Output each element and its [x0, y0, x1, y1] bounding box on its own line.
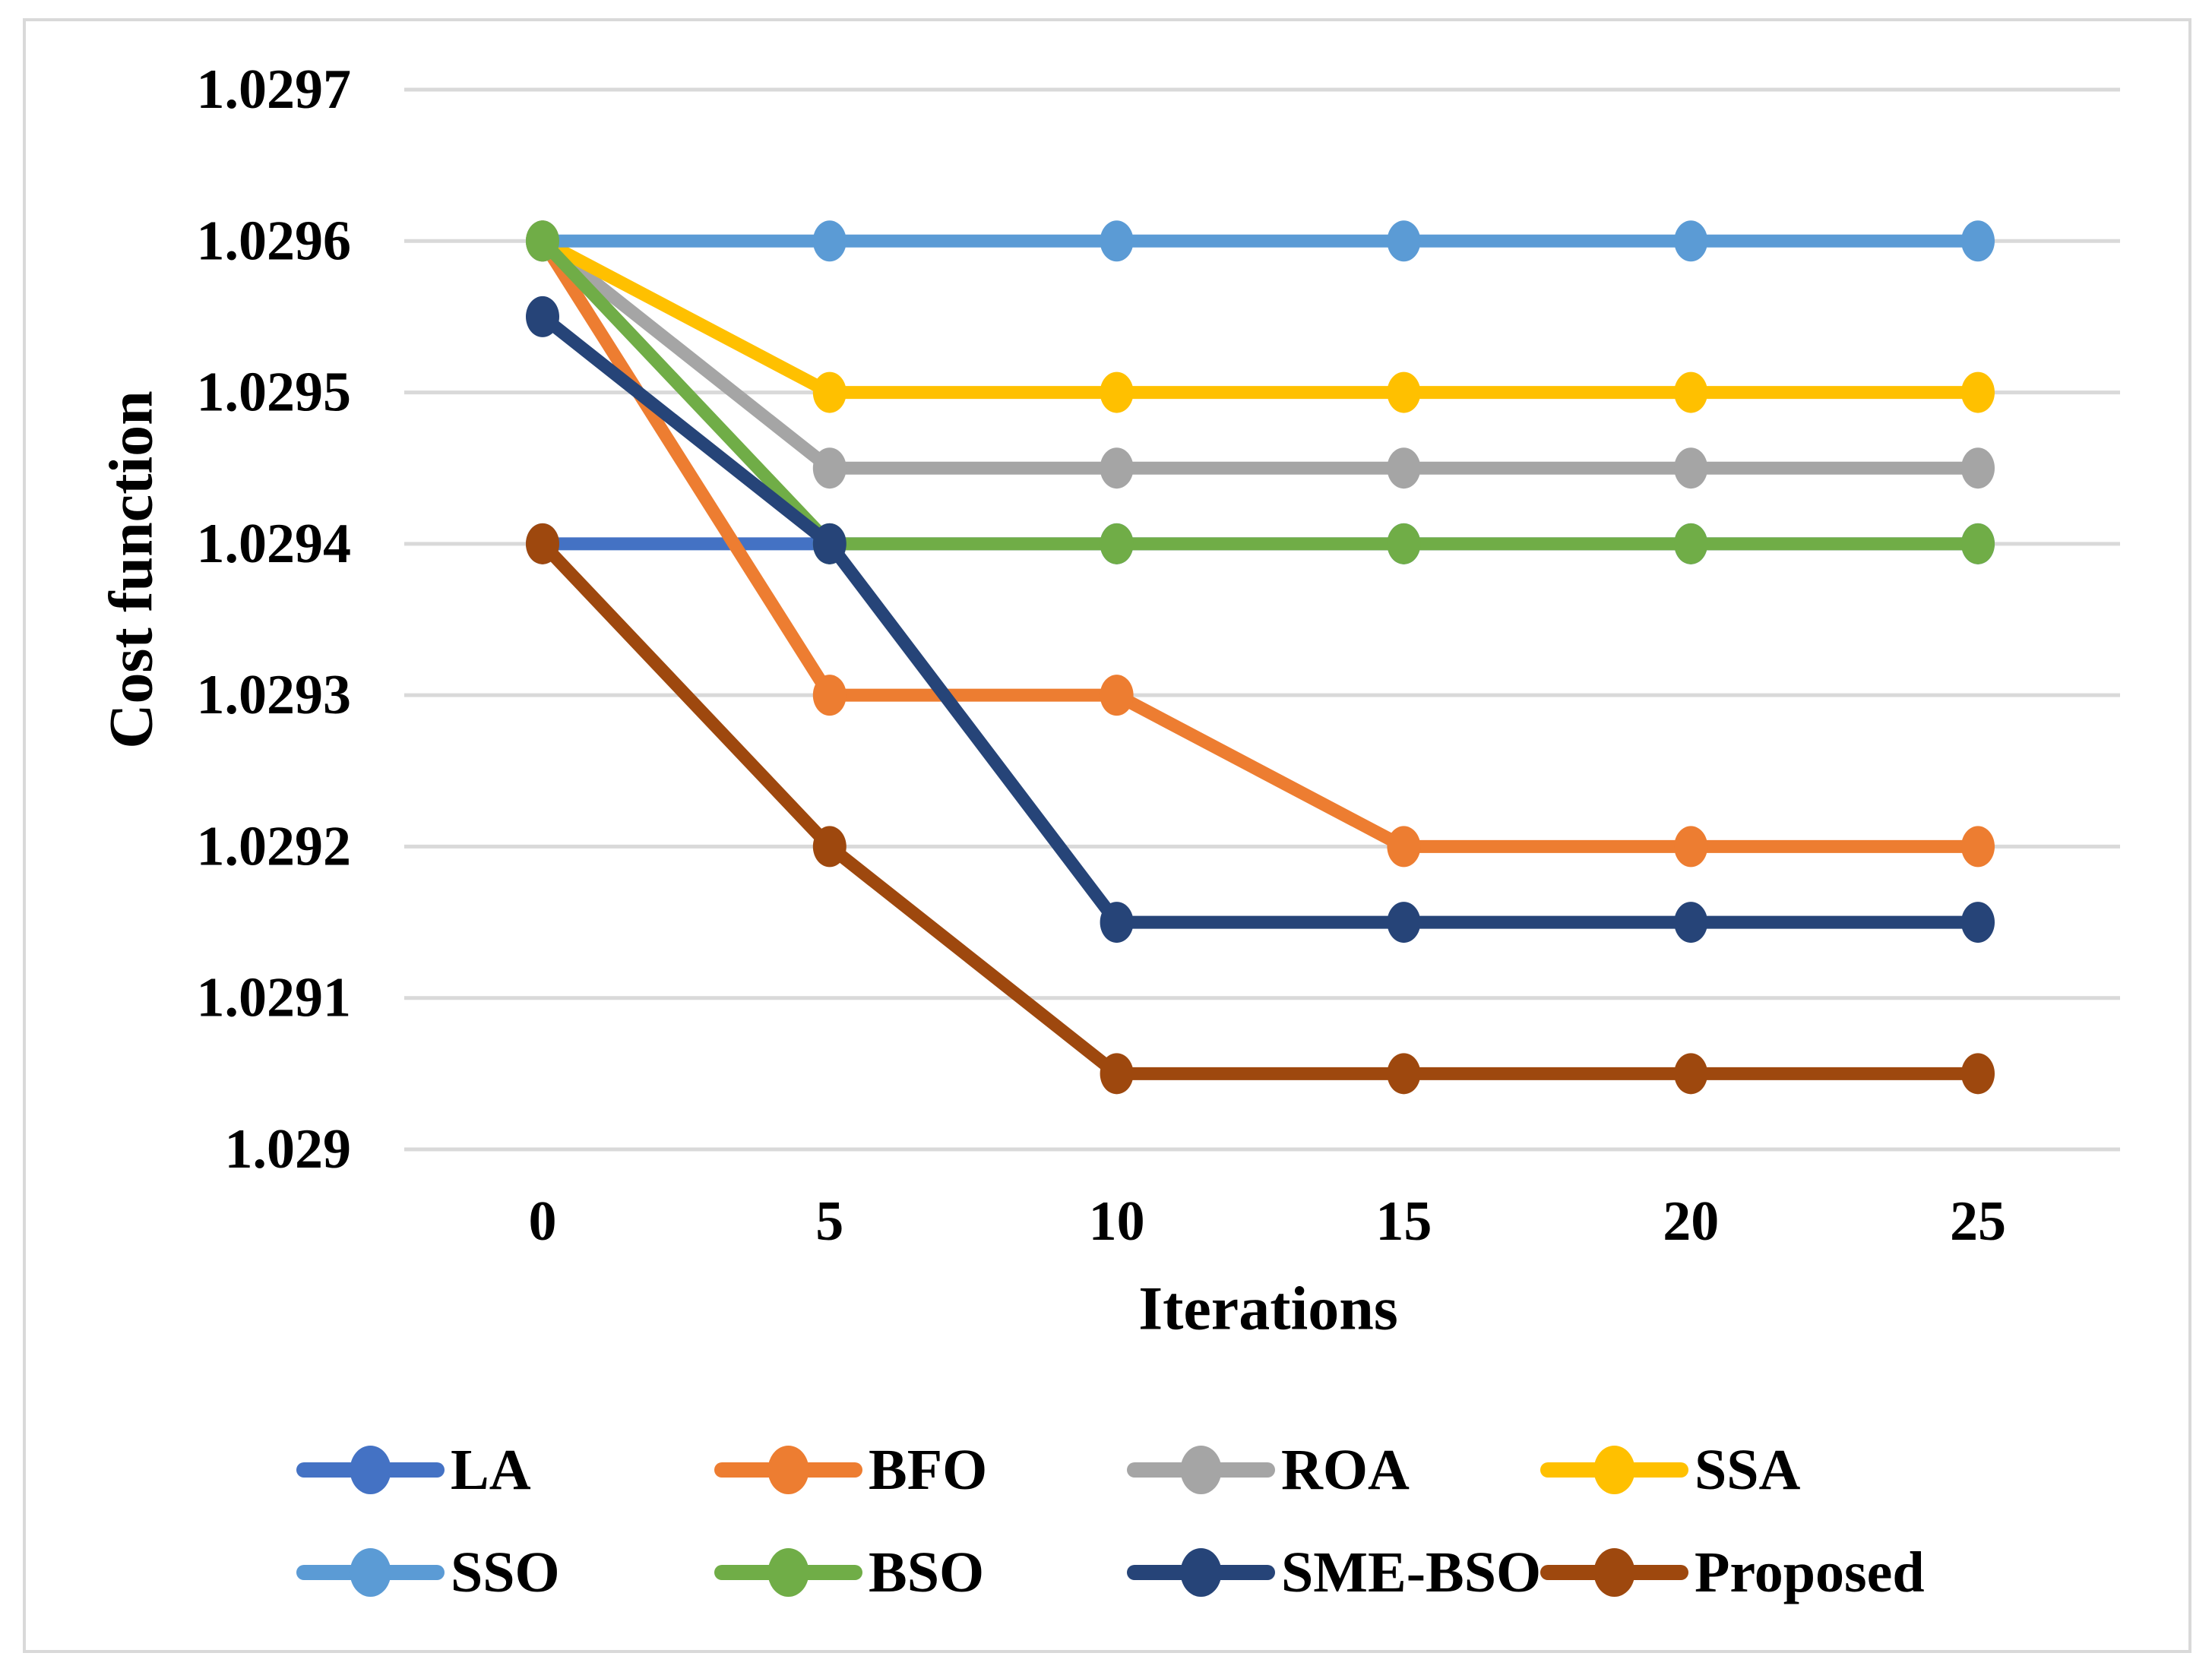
- x-tick-label: 25: [1950, 1190, 2006, 1253]
- series-sme-bso: [526, 296, 1995, 943]
- legend-label-proposed: Proposed: [1695, 1541, 1925, 1604]
- y-tick-label: 1.0296: [197, 210, 352, 272]
- legend-label-bso: BSO: [869, 1541, 984, 1604]
- legend-marker-dot-bso: [767, 1548, 809, 1597]
- x-tick-label: 10: [1089, 1190, 1145, 1253]
- y-tick-label: 1.0291: [197, 967, 352, 1029]
- data-point-roa: [1387, 447, 1421, 489]
- data-point-bso: [1100, 523, 1134, 564]
- legend-marker-dot-roa: [1180, 1446, 1222, 1494]
- y-axis-tick-labels: 1.029 1.0291 1.0292 1.0293 1.0294 1.0295 1.029…: [197, 58, 352, 1181]
- data-point-roa: [1674, 447, 1708, 489]
- series-line-ssa: [536, 234, 1985, 400]
- series-line-bso: [536, 234, 1985, 551]
- legend-marker-dot-bfo: [767, 1446, 809, 1494]
- data-point-roa: [812, 447, 847, 489]
- data-point-bso: [1961, 523, 1995, 564]
- data-point-ssa: [812, 371, 847, 413]
- legend-marker-dot-sso: [350, 1548, 391, 1597]
- data-point-sme-bso: [812, 523, 847, 564]
- data-point-proposed: [1961, 1053, 1995, 1095]
- series-line-sme-bso: [536, 310, 1985, 929]
- legend-label-bfo: BFO: [869, 1438, 987, 1502]
- data-point-proposed: [1100, 1053, 1134, 1095]
- legend-item-bfo: BFO: [714, 1438, 987, 1502]
- x-tick-label: 20: [1663, 1190, 1719, 1253]
- y-tick-label: 1.029: [225, 1118, 352, 1181]
- x-axis-title: Iterations: [1138, 1274, 1398, 1343]
- series-group: [526, 220, 1995, 1095]
- data-point-proposed: [1387, 1053, 1421, 1095]
- data-point-sme-bso: [1674, 902, 1708, 943]
- data-point-sme-bso: [1100, 902, 1134, 943]
- legend-label-roa: ROA: [1281, 1438, 1410, 1502]
- data-point-bfo: [1961, 826, 1995, 868]
- data-point-ssa: [1674, 371, 1708, 413]
- legend-item-ssa: SSA: [1540, 1438, 1801, 1502]
- data-point-roa: [1961, 447, 1995, 489]
- legend-item-la: LA: [296, 1438, 531, 1502]
- legend-label-sso: SSO: [451, 1541, 560, 1604]
- legend-marker-dot-sme-bso: [1180, 1548, 1222, 1597]
- data-point-sme-bso: [1961, 902, 1995, 943]
- y-tick-label: 1.0294: [197, 513, 352, 575]
- data-point-sso: [1387, 220, 1421, 262]
- legend-label-sme-bso: SME-BSO: [1281, 1541, 1541, 1604]
- data-point-bfo: [1674, 826, 1708, 868]
- legend-label-la: LA: [451, 1438, 531, 1502]
- data-point-ssa: [1387, 371, 1421, 413]
- legend-item-sso: SSO: [296, 1541, 560, 1604]
- data-point-bso: [1387, 523, 1421, 564]
- data-point-roa: [1100, 447, 1134, 489]
- series-sso: [526, 220, 1995, 262]
- data-point-sme-bso: [1387, 902, 1421, 943]
- legend-label-ssa: SSA: [1695, 1438, 1801, 1502]
- series-proposed: [526, 523, 1995, 1095]
- legend-item-sme-bso: SME-BSO: [1127, 1541, 1541, 1604]
- legend-marker-dot-la: [350, 1446, 391, 1494]
- data-point-sso: [812, 220, 847, 262]
- legend-item-roa: ROA: [1127, 1438, 1410, 1502]
- legend-marker-dot-ssa: [1593, 1446, 1635, 1494]
- series-line-bfo: [536, 234, 1985, 853]
- data-point-bso: [526, 220, 559, 262]
- figure-border: [23, 18, 2191, 1653]
- data-point-sme-bso: [526, 296, 559, 337]
- data-point-proposed: [526, 523, 559, 564]
- x-axis-tick-labels: 0 5 10 15 20 25: [529, 1190, 2007, 1253]
- data-point-ssa: [1961, 371, 1995, 413]
- data-point-sso: [1961, 220, 1995, 262]
- legend-item-bso: BSO: [714, 1541, 984, 1604]
- y-tick-label: 1.0295: [197, 362, 352, 424]
- y-axis-title: Cost function: [97, 390, 166, 749]
- data-point-bfo: [812, 675, 847, 716]
- y-tick-label: 1.0292: [197, 815, 352, 877]
- data-point-proposed: [812, 826, 847, 868]
- x-tick-label: 0: [529, 1190, 557, 1253]
- legend-item-proposed: Proposed: [1540, 1541, 1925, 1604]
- data-point-ssa: [1100, 371, 1134, 413]
- x-tick-label: 5: [815, 1190, 843, 1253]
- data-point-proposed: [1674, 1053, 1708, 1095]
- legend: LA BFO ROA SSA SSO BSO SME-BSO Proposed: [296, 1438, 1925, 1604]
- data-point-sso: [1100, 220, 1134, 262]
- data-point-bfo: [1100, 675, 1134, 716]
- series-line-proposed: [536, 537, 1985, 1080]
- data-point-bso: [1674, 523, 1708, 564]
- legend-marker-dot-proposed: [1593, 1548, 1635, 1597]
- series-line-roa: [536, 234, 1985, 475]
- y-tick-label: 1.0293: [197, 664, 352, 726]
- y-tick-label: 1.0297: [197, 58, 352, 121]
- x-tick-label: 15: [1375, 1190, 1432, 1253]
- data-point-bfo: [1387, 826, 1421, 868]
- data-point-sso: [1674, 220, 1708, 262]
